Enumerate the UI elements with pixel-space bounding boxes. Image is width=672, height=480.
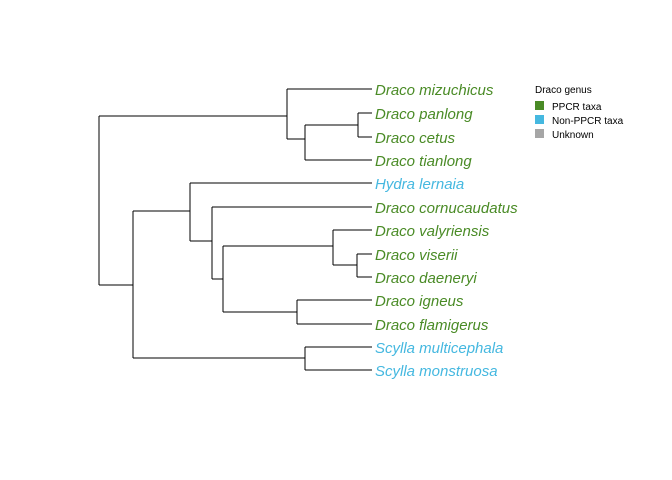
tip-label: Draco viserii xyxy=(375,247,458,264)
tip-label: Draco tianlong xyxy=(375,153,472,170)
tip-label: Draco daeneryi xyxy=(375,270,477,287)
tip-label: Scylla monstruosa xyxy=(375,363,498,380)
tip-label: Hydra lernaia xyxy=(375,176,464,193)
legend-swatch-non-ppcr xyxy=(535,115,544,124)
tip-labels: Draco mizuchicus Draco panlong Draco cet… xyxy=(375,82,518,380)
tip-label: Draco cetus xyxy=(375,130,456,147)
legend: Draco genus PPCR taxa Non-PPCR taxa Unkn… xyxy=(535,85,624,141)
tip-label: Draco flamigerus xyxy=(375,317,489,334)
tip-label: Draco cornucaudatus xyxy=(375,200,518,217)
legend-label-non-ppcr: Non-PPCR taxa xyxy=(552,116,624,127)
tip-label: Scylla multicephala xyxy=(375,340,503,357)
tree-branches xyxy=(98,88,372,371)
legend-title: Draco genus xyxy=(535,85,592,96)
legend-swatch-ppcr xyxy=(535,101,544,110)
tip-label: Draco mizuchicus xyxy=(375,82,494,99)
tip-label: Draco panlong xyxy=(375,106,473,123)
legend-label-unknown: Unknown xyxy=(552,130,594,141)
tip-label: Draco valyriensis xyxy=(375,223,490,240)
legend-swatch-unknown xyxy=(535,129,544,138)
legend-label-ppcr: PPCR taxa xyxy=(552,102,602,113)
tip-label: Draco igneus xyxy=(375,293,464,310)
